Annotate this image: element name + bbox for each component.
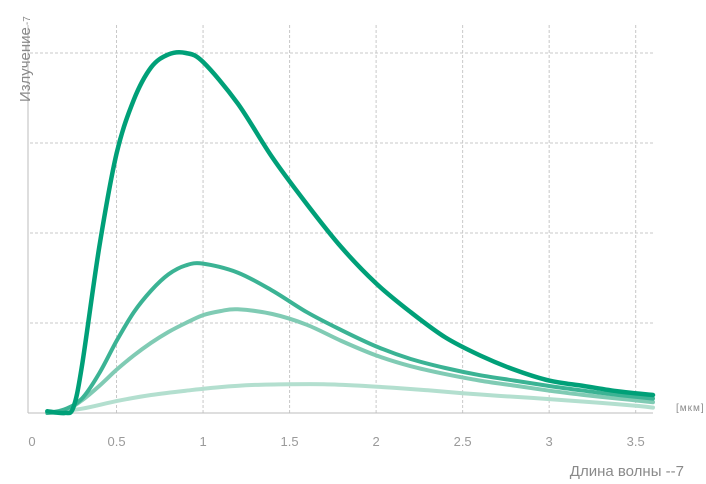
x-axis-label: Длина волны --7 <box>569 463 684 480</box>
y-axis-label-unit: -7 <box>22 16 33 26</box>
x-tick-label: 3 <box>546 434 553 449</box>
x-tick-label: 0 <box>28 434 35 449</box>
series-line-1 <box>45 49 656 416</box>
x-tick-label: 1.5 <box>281 434 299 449</box>
y-axis-label-text: Излучение <box>17 27 34 102</box>
chart-grid <box>30 25 653 413</box>
x-tick-label: 2 <box>372 434 379 449</box>
series-line-4 <box>45 382 655 415</box>
series-line-2 <box>45 261 655 415</box>
x-tick-label: 0.5 <box>107 434 125 449</box>
x-axis-units: [мкм] <box>676 403 705 414</box>
series-line-3 <box>45 307 655 415</box>
chart-axes <box>27 25 653 414</box>
x-tick-labels: 0 0.5 1 1.5 2 2.5 3 3.5 <box>28 434 644 449</box>
y-axis-label: Излучение-7 <box>2 2 34 112</box>
chart-series <box>45 49 656 416</box>
x-tick-label: 3.5 <box>627 434 645 449</box>
x-tick-label: 2.5 <box>454 434 472 449</box>
x-tick-label: 1 <box>199 434 206 449</box>
